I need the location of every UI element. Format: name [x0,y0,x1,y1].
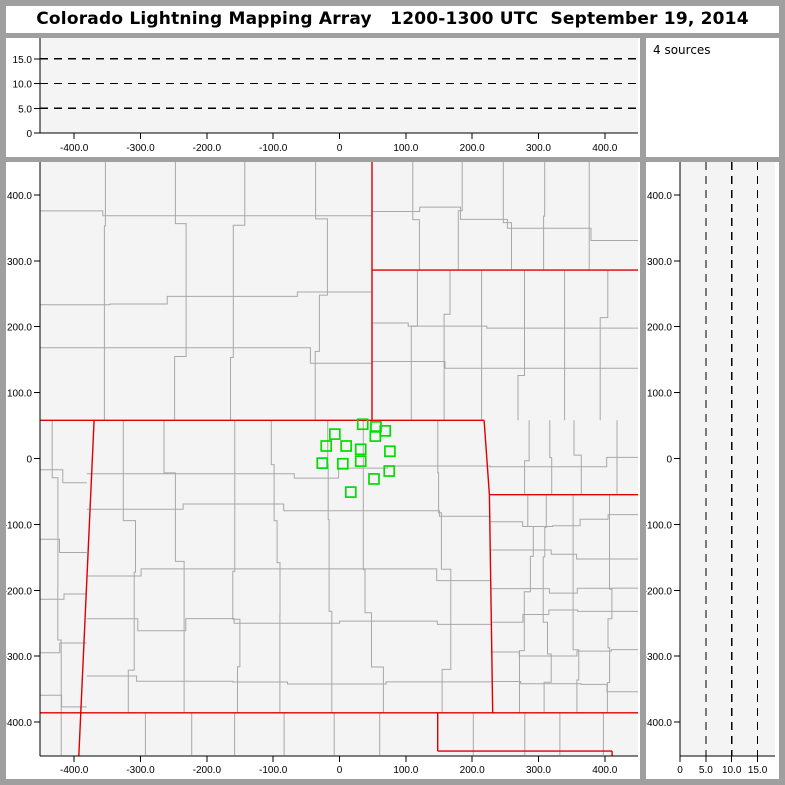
lma-station-marker [384,445,396,458]
source-count-panel: 4 sources [646,38,779,157]
county-lines [40,162,638,755]
lma-station-marker [383,465,396,477]
svg-text:300.0: 300.0 [526,143,551,154]
svg-text:-200.0: -200.0 [646,586,672,597]
plan-view-map-plot[interactable]: 400.0 300.0 200.0 100.0 0 -100.0 -200.0 -300.0 -… [6,162,640,779]
svg-text:100.0: 100.0 [7,389,32,400]
lma-station-marker [316,457,329,469]
svg-text:0: 0 [666,455,672,466]
svg-text:300.0: 300.0 [7,257,32,268]
svg-text:10.0: 10.0 [722,765,742,776]
svg-text:200.0: 200.0 [647,323,672,334]
svg-text:-100.0: -100.0 [259,765,288,776]
source-count-label: 4 sources [653,43,711,57]
svg-text:5.0: 5.0 [699,765,713,776]
svg-text:10.0: 10.0 [13,80,33,91]
svg-text:-200.0: -200.0 [193,143,222,154]
state-borders [40,162,638,756]
svg-text:-100.0: -100.0 [259,143,288,154]
svg-text:300.0: 300.0 [526,765,551,776]
svg-text:200.0: 200.0 [7,323,32,334]
lma-station-marker [344,486,357,498]
svg-text:-400.0: -400.0 [60,143,89,154]
svg-text:0: 0 [26,455,32,466]
svg-text:-300.0: -300.0 [126,765,155,776]
lma-station-marker [369,430,382,442]
svg-text:0: 0 [26,129,32,140]
svg-text:-400.0: -400.0 [646,718,672,729]
svg-text:-100.0: -100.0 [6,520,32,531]
altitude-ew-panel: 0 5.0 10.0 15.0 -400.0 -300.0 -200.0 -100.0 0 100… [6,38,640,157]
lma-station-markers [316,418,396,498]
lma-station-marker [329,428,341,440]
axes: 400.0 300.0 200.0 100.0 0 -100.0 -200.0 -300.0 -… [646,162,775,776]
svg-text:5.0: 5.0 [18,104,32,115]
svg-text:-300.0: -300.0 [646,652,672,663]
axes: 0 5.0 10.0 15.0 -400.0 -300.0 -200.0 -100.0 0 100… [13,38,638,154]
svg-text:-400.0: -400.0 [6,718,32,729]
svg-text:0: 0 [677,765,683,776]
svg-text:0: 0 [337,143,343,154]
altitude-ns-panel: 400.0 300.0 200.0 100.0 0 -100.0 -200.0 -300.0 -… [646,162,779,779]
svg-text:-300.0: -300.0 [6,652,32,663]
svg-text:100.0: 100.0 [393,143,418,154]
svg-text:400.0: 400.0 [647,191,672,202]
svg-text:-200.0: -200.0 [6,586,32,597]
lma-station-marker [354,455,367,467]
svg-text:15.0: 15.0 [748,765,768,776]
svg-text:-100.0: -100.0 [646,520,672,531]
altitude-ns-plot[interactable]: 400.0 300.0 200.0 100.0 0 -100.0 -200.0 -300.0 -… [646,162,779,779]
altitude-gridlines [40,58,638,109]
figure-title: Colorado Lightning Mapping Array 1200-13… [36,9,749,29]
svg-text:-300.0: -300.0 [126,143,155,154]
svg-text:200.0: 200.0 [460,143,485,154]
svg-text:-200.0: -200.0 [193,765,222,776]
axes: 400.0 300.0 200.0 100.0 0 -100.0 -200.0 -300.0 -… [6,162,638,776]
svg-text:100.0: 100.0 [647,389,672,400]
svg-text:200.0: 200.0 [460,765,485,776]
lma-station-marker [368,473,380,485]
lma-station-marker [340,440,352,452]
svg-text:400.0: 400.0 [7,191,32,202]
plan-view-map-panel: 400.0 300.0 200.0 100.0 0 -100.0 -200.0 -300.0 -… [6,162,640,779]
svg-text:0: 0 [337,765,343,776]
svg-text:400.0: 400.0 [592,765,617,776]
lma-station-marker [356,418,369,431]
altitude-ew-plot[interactable]: 0 5.0 10.0 15.0 -400.0 -300.0 -200.0 -100.0 0 100… [6,38,640,157]
altitude-gridlines [705,162,759,756]
title-bar: Colorado Lightning Mapping Array 1200-13… [6,6,779,33]
svg-text:400.0: 400.0 [592,143,617,154]
svg-text:300.0: 300.0 [647,257,672,268]
lma-station-marker [354,443,367,456]
lma-station-marker [336,457,349,470]
lma-station-marker [320,440,333,452]
svg-text:15.0: 15.0 [13,55,33,66]
svg-text:100.0: 100.0 [393,765,418,776]
svg-text:-400.0: -400.0 [60,765,89,776]
